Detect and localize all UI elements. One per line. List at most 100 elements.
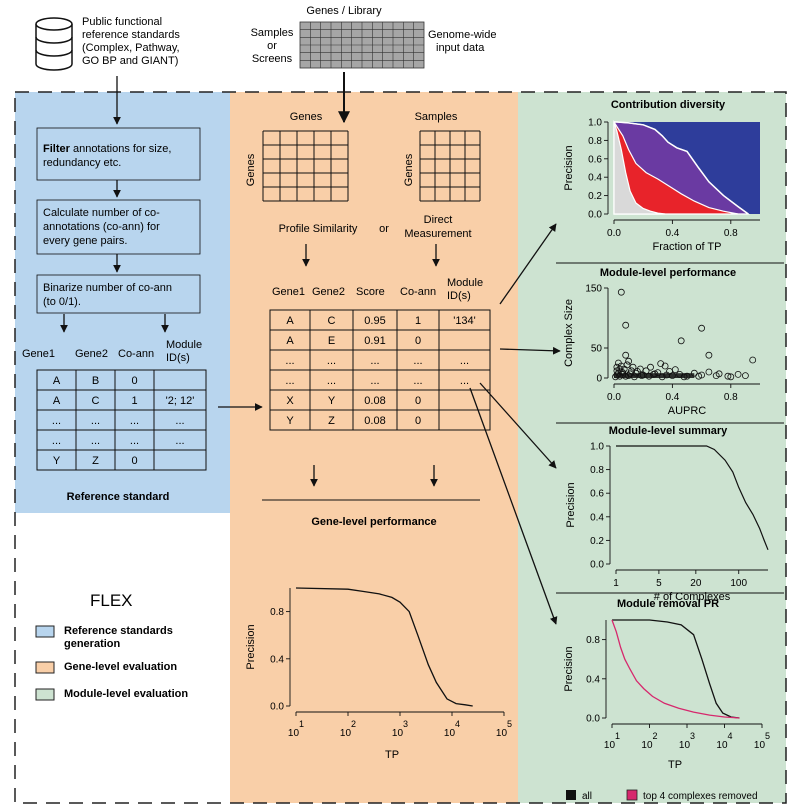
table-cell: ... — [91, 415, 100, 427]
table-cell: ... — [460, 355, 469, 367]
direct-measurement-label-1: Direct — [424, 214, 453, 226]
table-cell: 0.08 — [364, 395, 385, 407]
legend-label-removed: top 4 complexes removed — [643, 791, 758, 802]
x-axis-label: # of Complexes — [654, 591, 731, 603]
area-boundary — [614, 121, 749, 215]
svg-text:Module: Module — [166, 339, 202, 351]
legend-label-all: all — [582, 791, 592, 802]
table-cell: 0 — [415, 335, 421, 347]
y-axis-label: Precision — [245, 624, 257, 669]
summary-line — [616, 445, 769, 551]
contribution-diversity-chart: Contribution diversity 0.0 0.2 0.4 0.6 0.8 1.0… — [563, 99, 760, 253]
x-axis-label: AUPRC — [668, 405, 707, 417]
scatter-point — [698, 371, 705, 379]
scatter-point — [677, 337, 685, 345]
svg-text:Gene1: Gene1 — [272, 286, 305, 298]
legend-swatch-removed — [626, 789, 638, 801]
y-tick-label: 0.6 — [590, 489, 604, 500]
table-cell: ... — [285, 375, 294, 387]
scatter-point — [647, 363, 654, 371]
scatter-point — [623, 361, 631, 369]
gene-level-line — [295, 587, 473, 707]
table-cell: 0.91 — [364, 335, 385, 347]
y-tick-label: 150 — [585, 284, 602, 295]
chart-title: Module-level summary — [609, 425, 728, 437]
profile-similarity-label: Profile Similarity — [279, 223, 358, 235]
svg-text:(Complex, Pathway,: (Complex, Pathway, — [82, 42, 180, 54]
table-cell: ... — [52, 435, 61, 447]
reference-standard-caption: Reference standard — [67, 491, 170, 503]
svg-text:annotations (co-ann) for: annotations (co-ann) for — [43, 221, 160, 233]
table-cell: E — [328, 335, 335, 347]
table-cell: ... — [327, 375, 336, 387]
svg-text:Co-ann: Co-ann — [118, 348, 154, 360]
module-level-summary-chart: Module-level summary 0.0 0.2 0.4 0.6 0.8 1.0 1 5… — [565, 425, 769, 603]
svg-text:Score: Score — [356, 286, 385, 298]
x-tick-label: 101 — [604, 731, 620, 751]
table-cell: ... — [285, 355, 294, 367]
y-tick-label: 0.4 — [590, 512, 604, 523]
table-cell: ... — [370, 375, 379, 387]
gene-level-title: Gene-level performance — [311, 516, 436, 528]
orange-panel — [230, 92, 518, 803]
table-cell: 0.95 — [364, 315, 385, 327]
table-cell: 0 — [415, 395, 421, 407]
table-cell: ... — [52, 415, 61, 427]
genes-matrix-row-label: Genes — [245, 153, 257, 186]
samples-matrix-title: Samples — [415, 111, 458, 123]
y-tick-label: 0.0 — [588, 210, 602, 221]
x-axis-label: TP — [668, 759, 682, 771]
svg-text:Public functional: Public functional — [82, 16, 162, 28]
table-cell: 0 — [131, 455, 137, 467]
table-cell: 1 — [131, 395, 137, 407]
table-cell: Y — [286, 415, 294, 427]
legend-label: Module-level evaluation — [64, 688, 188, 700]
x-tick-label: 0.8 — [724, 392, 738, 403]
x-tick-label: 1 — [613, 578, 619, 589]
x-tick-label: 104 — [444, 719, 460, 739]
y-tick-label: 0.4 — [270, 654, 284, 665]
input-data-grid — [299, 21, 425, 69]
y-tick-label: 0 — [596, 374, 602, 385]
removal-series-1 — [611, 619, 740, 719]
scatter-point — [671, 366, 679, 374]
y-axis-label: Precision — [565, 482, 577, 527]
table-cell: X — [286, 395, 294, 407]
y-tick-label: 0.4 — [588, 173, 602, 184]
chart-title: Contribution diversity — [611, 99, 726, 111]
table-cell: A — [286, 335, 294, 347]
table-cell: ... — [175, 415, 184, 427]
legend-label: Reference standards — [64, 625, 173, 637]
y-tick-label: 0.0 — [590, 560, 604, 571]
scatter-point — [727, 373, 735, 381]
gene-pair-table-headers: Gene1 Gene2 Score Co-ann Module ID(s) — [272, 277, 483, 302]
y-tick-label: 0.2 — [588, 191, 602, 202]
y-axis-label: Complex Size — [563, 299, 575, 367]
legend-swatch — [35, 625, 55, 638]
table-cell: 0 — [415, 415, 421, 427]
reference-standard-table: A B 0 A C 1 '2; 12'..................... ... Y Z 0 — [36, 369, 207, 471]
genes-library-label: Genes / Library — [306, 5, 382, 17]
table-cell: Y — [53, 455, 61, 467]
table-cell: ... — [175, 435, 184, 447]
table-cell: C — [92, 395, 100, 407]
table-cell: A — [53, 375, 61, 387]
scatter-point — [695, 372, 703, 380]
svg-text:Module: Module — [447, 277, 483, 289]
chart-title: Module-level performance — [600, 267, 736, 279]
svg-text:every gene pairs.: every gene pairs. — [43, 235, 127, 247]
svg-text:Gene2: Gene2 — [75, 348, 108, 360]
x-tick-label: 105 — [754, 731, 770, 751]
svg-text:Calculate number of co-: Calculate number of co- — [43, 207, 160, 219]
gene-gene-matrix — [262, 130, 349, 202]
svg-text:Samples: Samples — [251, 27, 294, 39]
svg-text:or: or — [267, 40, 277, 52]
svg-text:Genome-wide: Genome-wide — [428, 29, 496, 41]
table-cell: A — [286, 315, 294, 327]
svg-text:input data: input data — [436, 42, 485, 54]
chart-title: Module removal PR — [617, 598, 719, 610]
scatter-point — [622, 321, 630, 329]
gene-pair-score-table: A C 0.95 1 '134' A E 0.91 0.....................… — [269, 309, 491, 431]
